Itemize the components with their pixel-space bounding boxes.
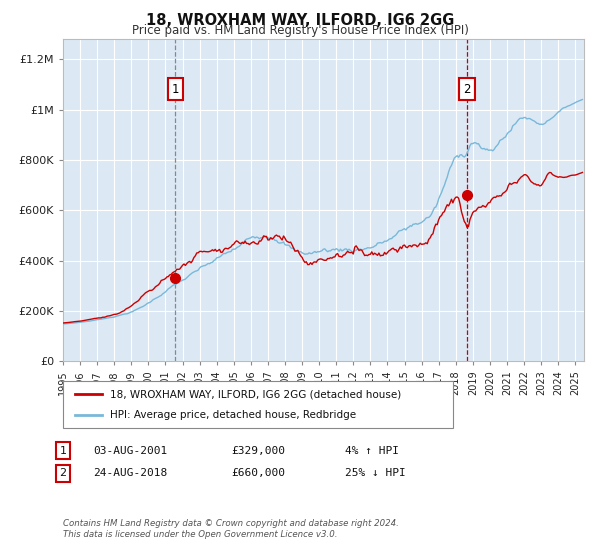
Text: 2: 2 (59, 468, 67, 478)
Text: £660,000: £660,000 (231, 468, 285, 478)
Text: 1: 1 (59, 446, 67, 456)
Text: Price paid vs. HM Land Registry's House Price Index (HPI): Price paid vs. HM Land Registry's House … (131, 24, 469, 37)
Text: 03-AUG-2001: 03-AUG-2001 (93, 446, 167, 456)
Text: 24-AUG-2018: 24-AUG-2018 (93, 468, 167, 478)
Text: 2: 2 (463, 83, 470, 96)
Text: 1: 1 (172, 83, 179, 96)
Text: 18, WROXHAM WAY, ILFORD, IG6 2GG: 18, WROXHAM WAY, ILFORD, IG6 2GG (146, 13, 454, 28)
Text: Contains HM Land Registry data © Crown copyright and database right 2024.
This d: Contains HM Land Registry data © Crown c… (63, 519, 399, 539)
Text: 25% ↓ HPI: 25% ↓ HPI (345, 468, 406, 478)
FancyBboxPatch shape (63, 381, 453, 428)
Text: HPI: Average price, detached house, Redbridge: HPI: Average price, detached house, Redb… (110, 410, 356, 420)
Text: 4% ↑ HPI: 4% ↑ HPI (345, 446, 399, 456)
Text: £329,000: £329,000 (231, 446, 285, 456)
Text: 18, WROXHAM WAY, ILFORD, IG6 2GG (detached house): 18, WROXHAM WAY, ILFORD, IG6 2GG (detach… (110, 389, 401, 399)
